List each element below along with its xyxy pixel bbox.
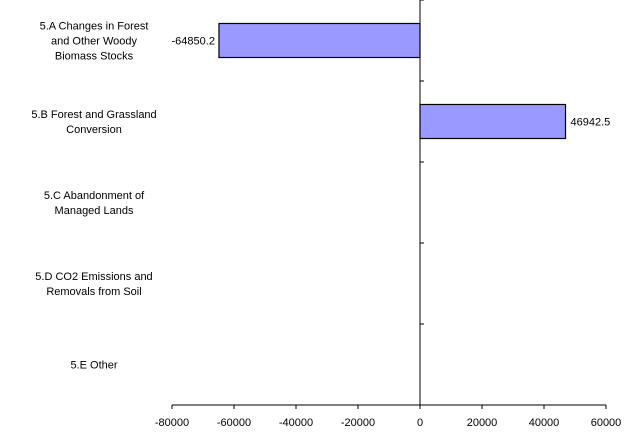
x-tick-label: 0 [417, 417, 423, 429]
bar [419, 103, 567, 140]
category-label-line: and Other Woody [51, 36, 138, 48]
x-tick-label: -20000 [341, 417, 375, 429]
category-label-line: 5.E Other [70, 360, 117, 372]
category-label: 5.C Abandonment of Managed Lands [44, 190, 145, 217]
category-label-line: Conversion [66, 124, 122, 136]
x-tick-label: -40000 [279, 417, 313, 429]
category-label: 5.B Forest and Grassland Conversion [31, 109, 156, 136]
x-tick-label: -80000 [155, 417, 189, 429]
category-label: 5.D CO2 Emissions and Removals from Soil [35, 271, 152, 298]
category-label: 5.A Changes in Forest and Other Woody Biom… [40, 21, 149, 63]
category-label-line: Biomass Stocks [55, 51, 134, 63]
bars-layer [218, 22, 567, 140]
x-tick-label: 40000 [529, 417, 560, 429]
category-label-line: 5.A Changes in Forest [40, 21, 149, 33]
category-label-line: Managed Lands [55, 205, 134, 217]
bar [218, 22, 421, 59]
x-tick-label: 60000 [591, 417, 622, 429]
category-label-line: 5.D CO2 Emissions and [35, 271, 152, 283]
x-tick-label: 20000 [467, 417, 498, 429]
category-label: 5.E Other [70, 360, 117, 372]
category-label-line: 5.C Abandonment of [44, 190, 145, 202]
x-tick-label: -60000 [217, 417, 251, 429]
data-label: 46942.5 [571, 117, 611, 129]
labels-layer: -64850.2 46942.5 -80000 -60000 -40000 -20000 0… [31, 21, 621, 430]
category-label-line: Removals from Soil [46, 286, 141, 298]
data-label: -64850.2 [172, 36, 215, 48]
category-label-line: 5.B Forest and Grassland [31, 109, 156, 121]
axes-layer [171, 0, 607, 409]
